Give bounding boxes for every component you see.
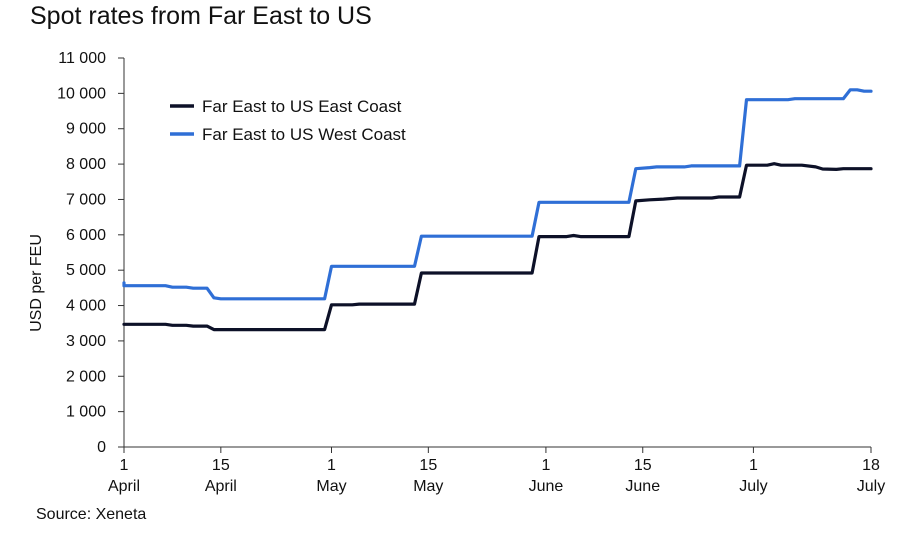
x-tick-label-day: 15 [212,457,230,474]
chart-title: Spot rates from Far East to US [30,2,372,30]
series-line-east-coast [122,162,873,332]
y-tick-labels: 0 1 000 2 000 3 000 4 000 5 000 6 000 7 000 8 00… [57,50,124,456]
x-tick-labels: 1 April 15 April 1 May 15 May 1 June 15 June 1 July 18… [108,447,885,495]
y-tick-label: 3 000 [66,333,106,350]
y-tick-label: 2 000 [66,368,106,385]
x-tick-label-month: May [316,478,346,495]
x-tick-label-day: 15 [634,457,652,474]
x-tick-label-day: 1 [749,457,758,474]
y-tick-label: 6 000 [66,227,106,244]
x-tick-label-day: 1 [327,457,336,474]
y-tick-label: 4 000 [66,298,106,315]
y-tick-label: 0 [97,439,106,456]
x-tick-label-month: July [857,478,885,495]
legend-label: Far East to US West Coast [202,125,406,144]
x-tick-label-month: May [413,478,443,495]
x-tick-label-month: June [529,478,564,495]
y-tick-label: 7 000 [66,191,106,208]
y-tick-label: 8 000 [66,156,106,173]
y-axis-title: USD per FEU [28,234,45,332]
x-tick-label-day: 18 [862,457,880,474]
axes [123,58,871,448]
x-tick-label-month: April [205,478,237,495]
legend-label: Far East to US East Coast [202,97,402,116]
x-tick-label-day: 1 [120,457,129,474]
x-tick-label-month: April [108,478,140,495]
x-tick-label-day: 1 [541,457,550,474]
series-lines [122,88,873,332]
x-tick-label-month: July [739,478,767,495]
x-tick-label-month: June [625,478,660,495]
y-tick-label: 1 000 [66,404,106,421]
y-tick-label: 5 000 [66,262,106,279]
x-tick-label-day: 15 [419,457,437,474]
y-tick-label: 10 000 [57,85,106,102]
y-tick-label: 11 000 [58,50,106,67]
series-line-west-coast [122,88,873,301]
y-tick-label: 9 000 [66,121,106,138]
legend: Far East to US East Coast Far East to US … [170,97,406,144]
source-note: Source: Xeneta [36,506,147,523]
